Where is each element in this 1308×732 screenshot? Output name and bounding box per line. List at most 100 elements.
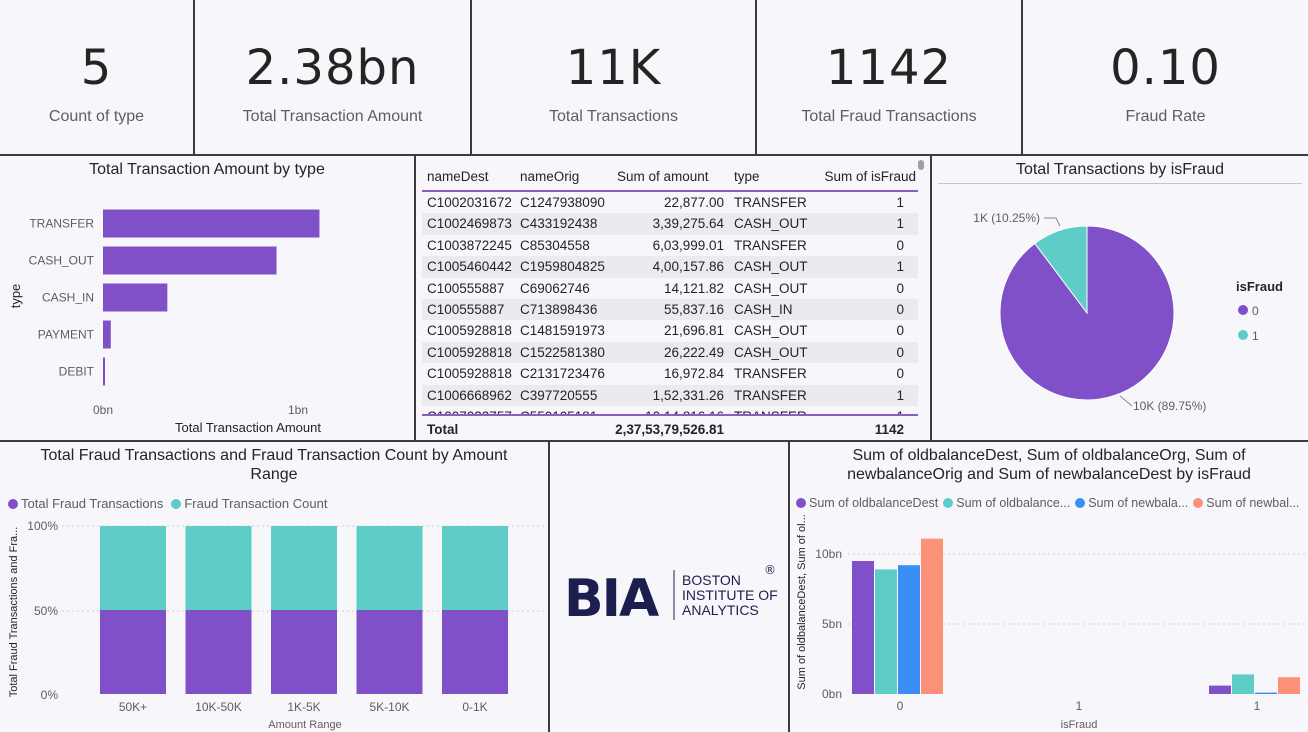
col-header[interactable]: nameOrig bbox=[520, 169, 580, 184]
legend-label-1: 1 bbox=[1252, 329, 1259, 343]
table-row[interactable]: C1002031672 C1247938090 22,877.00 TRANSFER 1 bbox=[422, 192, 918, 213]
legend-item[interactable]: Sum of newbal... bbox=[1193, 496, 1299, 510]
table-cell: C1005928818 bbox=[427, 323, 512, 339]
table-cell: C1522581380 bbox=[520, 344, 605, 360]
table-cell: C100555887 bbox=[427, 301, 505, 317]
table-cell: C85304558 bbox=[520, 237, 590, 253]
table-row[interactable]: C1005928818 C1481591973 21,696.81 CASH_OUT 0 bbox=[422, 320, 918, 341]
legend-dot bbox=[796, 498, 806, 508]
table-cell: 6,03,999.01 bbox=[652, 237, 724, 253]
bia-logo: BIA BOSTON INSTITUTE OF ANALYTICS ® bbox=[564, 563, 778, 629]
y-tick: 100% bbox=[27, 519, 58, 533]
table-cell: 1 bbox=[896, 195, 904, 210]
chart-title: Sum of oldbalanceDest, Sum of oldbalance… bbox=[847, 447, 1251, 483]
cluster-bar bbox=[898, 565, 920, 694]
table-cell: C1005928818 bbox=[427, 366, 512, 382]
kpi-value: 5 bbox=[80, 40, 113, 96]
legend-item[interactable]: Fraud Transaction Count bbox=[171, 496, 327, 511]
chart-amount-by-type[interactable]: Total Transaction Amount by type TRANSFE… bbox=[0, 154, 416, 442]
stacked-segment bbox=[271, 526, 337, 610]
table-cell: CASH_IN bbox=[734, 301, 793, 317]
col-header[interactable]: Sum of amount bbox=[617, 169, 709, 184]
chart-fraud-by-amount-range[interactable]: Total Fraud Transactions and Fraud Trans… bbox=[0, 440, 550, 732]
bar bbox=[103, 357, 105, 386]
y-axis-title: type bbox=[8, 284, 23, 309]
legend-dot bbox=[1193, 498, 1204, 508]
table-row[interactable]: C100555887 C69062746 14,121.82 CASH_OUT 0 bbox=[422, 278, 918, 299]
table-row[interactable]: C1005928818 C2131723476 16,972.84 TRANSFER 0 bbox=[422, 363, 918, 384]
table-body[interactable]: C1002031672 C1247938090 22,877.00 TRANSFER 1… bbox=[422, 192, 918, 414]
legend-label: Sum of newbal... bbox=[1206, 496, 1300, 510]
table-cell: 1 bbox=[820, 406, 904, 414]
col-header[interactable]: type bbox=[734, 169, 760, 184]
table-cell: C69062746 bbox=[520, 280, 590, 296]
transactions-table[interactable]: nameDest nameOrig Sum of amount type Sum… bbox=[414, 154, 932, 442]
legend-item[interactable]: Total Fraud Transactions bbox=[8, 496, 163, 511]
legend-marker-0 bbox=[1238, 305, 1248, 315]
chart-balances-by-isfraud[interactable]: Sum of oldbalanceDest, Sum of oldbalance… bbox=[788, 440, 1308, 732]
table-total-row: Total 2,37,53,79,526.81 1142 bbox=[422, 414, 918, 440]
legend: Sum of oldbalanceDest Sum of oldbalance.… bbox=[796, 496, 1299, 510]
slice-label-1: 1K (10.25%) bbox=[973, 211, 1040, 225]
slice-label-0: 10K (89.75%) bbox=[1133, 399, 1206, 413]
table-cell: C397720555 bbox=[520, 387, 598, 403]
table-row[interactable]: C1002469873 C433192438 3,39,275.64 CASH_OUT… bbox=[422, 213, 918, 235]
table-cell: 55,837.16 bbox=[663, 301, 724, 317]
stacked-segment bbox=[442, 610, 508, 694]
table-cell: 14,121.82 bbox=[663, 280, 724, 296]
table-cell: CASH_OUT bbox=[734, 280, 808, 296]
table-row[interactable]: C1007023757C55010518110,14,816.16TRANSFE… bbox=[422, 406, 918, 414]
table-cell: C1007023757 bbox=[422, 406, 515, 414]
category-label: DEBIT bbox=[59, 365, 95, 379]
cluster-bar bbox=[1278, 677, 1300, 694]
y-axis-title: Total Fraud Transactions and Fra... bbox=[8, 527, 20, 698]
legend-label-0: 0 bbox=[1252, 304, 1259, 318]
title-divider bbox=[938, 183, 1302, 184]
table-cell: C2131723476 bbox=[520, 366, 605, 382]
table-row[interactable]: C1005928818 C1522581380 26,222.49 CASH_OUT 0 bbox=[422, 341, 918, 364]
table-cell: C433192438 bbox=[520, 216, 598, 232]
x-tick: 0 bbox=[897, 699, 904, 713]
stacked-segment bbox=[100, 610, 166, 694]
pie-chart-svg: 1K (10.25%) 10K (89.75%) isFraud 0 1 bbox=[973, 211, 1283, 413]
logo-panel: BIA BOSTON INSTITUTE OF ANALYTICS ® bbox=[548, 440, 790, 732]
legend-dot bbox=[943, 498, 954, 508]
col-header[interactable]: nameDest bbox=[427, 169, 489, 184]
table-cell: 0 bbox=[896, 366, 904, 382]
table-cell: TRANSFER bbox=[734, 195, 807, 210]
legend-label: Sum of oldbalance... bbox=[956, 496, 1071, 510]
legend-dot bbox=[171, 498, 182, 509]
table-cell: 10,14,816.16 bbox=[607, 406, 730, 414]
stacked-segment bbox=[185, 610, 252, 694]
table-row[interactable]: C1006668962 C397720555 1,52,331.26 TRANSFER… bbox=[422, 384, 918, 406]
legend-dot bbox=[1075, 498, 1086, 508]
leader-line bbox=[1119, 395, 1133, 407]
legend-item[interactable]: Sum of oldbalanceDest bbox=[796, 496, 938, 510]
legend-label: Sum of oldbalanceDest bbox=[809, 496, 939, 510]
leader-line bbox=[1044, 217, 1061, 227]
table-cell: 3,39,275.64 bbox=[652, 216, 724, 232]
x-tick: 1 bbox=[1254, 699, 1261, 713]
table-cell: 1 bbox=[896, 259, 904, 275]
total-amount: 2,37,53,79,526.81 bbox=[615, 422, 724, 437]
table-cell: 0 bbox=[896, 237, 904, 253]
table-row[interactable]: C100555887 C713898436 55,837.16 CASH_IN 0 bbox=[422, 298, 918, 321]
y-tick: 10bn bbox=[815, 547, 842, 561]
total-label: Total bbox=[427, 422, 459, 437]
table-cell: 0 bbox=[896, 344, 904, 360]
chart-transactions-by-isfraud[interactable]: Total Transactions by isFraud 1K (10.25%… bbox=[930, 154, 1308, 442]
legend-item[interactable]: Sum of oldbalance... bbox=[943, 496, 1070, 510]
scrollbar-thumb[interactable] bbox=[918, 160, 924, 170]
table-row[interactable]: C1003872245 C85304558 6,03,999.01 TRANSFER 0 bbox=[422, 235, 918, 256]
table-cell: C1002469873 bbox=[427, 216, 512, 232]
table-cell: CASH_OUT bbox=[734, 323, 808, 339]
table-row[interactable]: C1005460442 C1959804825 4,00,157.86 CASH_OU… bbox=[422, 256, 918, 278]
table-cell: 16,972.84 bbox=[663, 366, 724, 382]
legend-label: Total Fraud Transactions bbox=[21, 496, 164, 511]
col-header[interactable]: Sum of isFraud bbox=[824, 169, 916, 184]
legend-item[interactable]: Sum of newbala... bbox=[1075, 496, 1188, 510]
table-cell: C1003872245 bbox=[427, 237, 512, 253]
table-cell: 4,00,157.86 bbox=[652, 259, 724, 275]
logo-mark: BIA bbox=[564, 569, 659, 629]
